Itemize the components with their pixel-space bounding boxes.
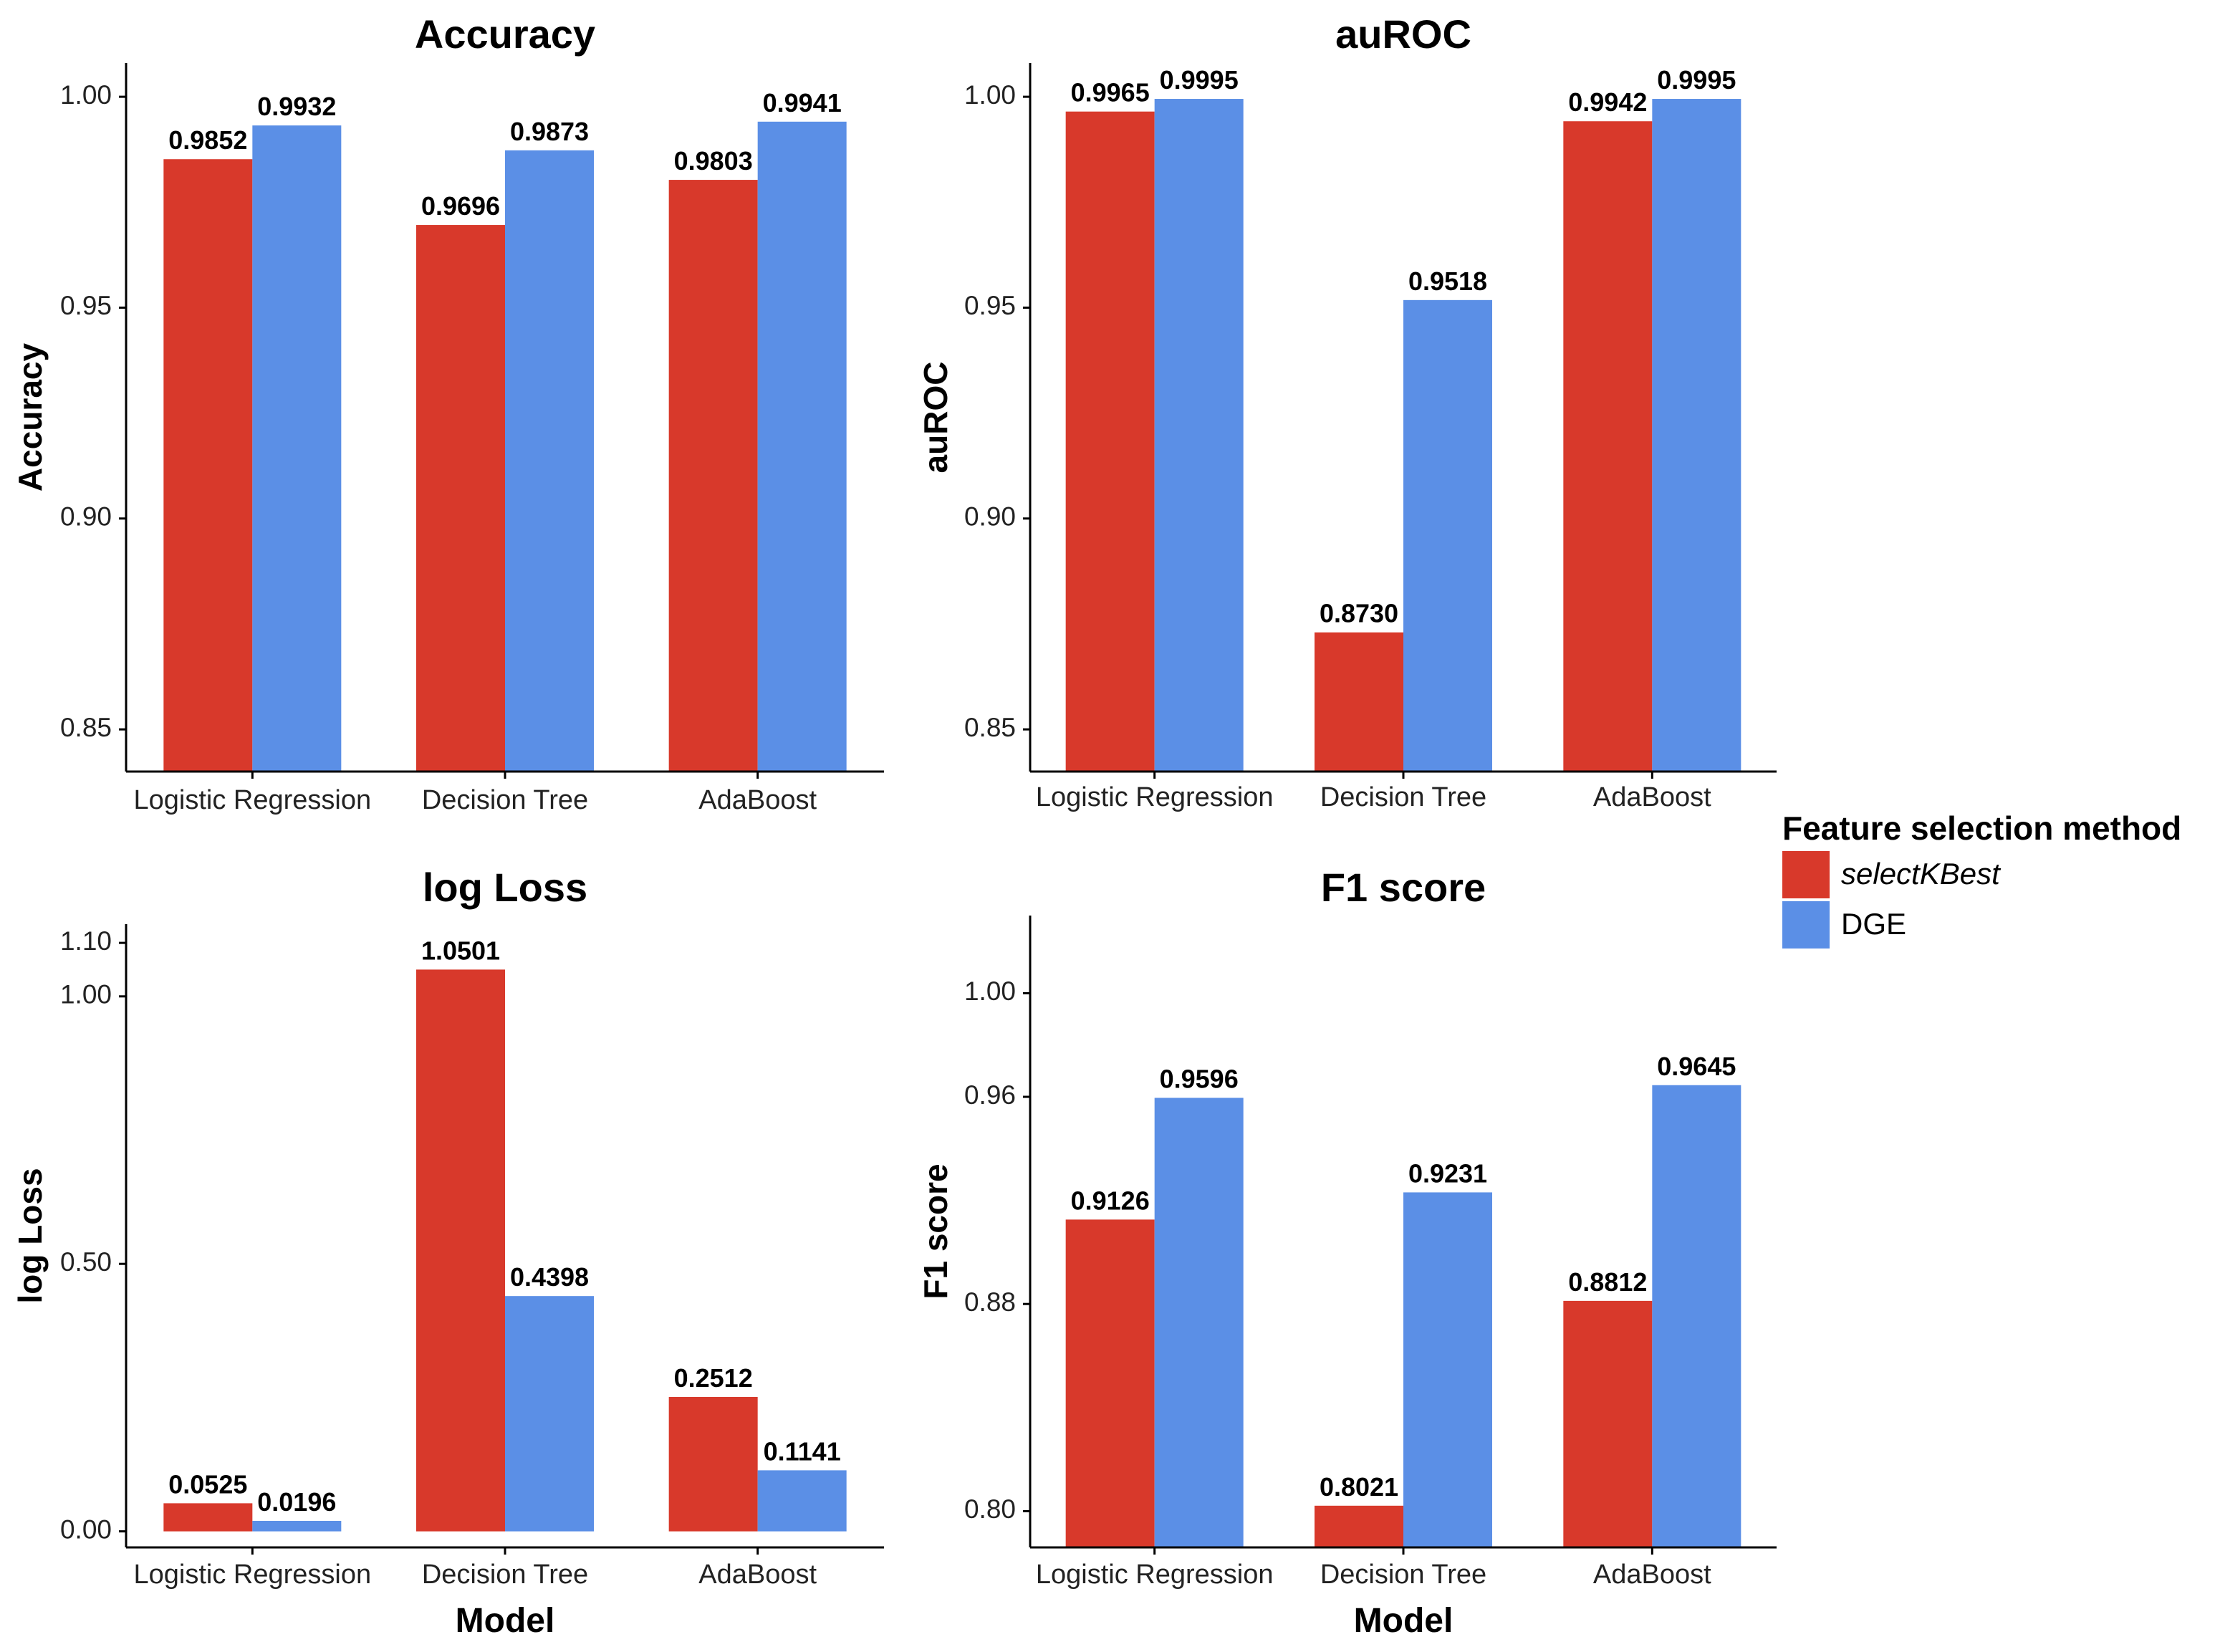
bar-dge-adaboost [1652,1085,1741,1547]
data-label: 0.9965 [1071,78,1150,107]
data-label: 0.8021 [1320,1472,1398,1502]
data-label: 0.0525 [168,1469,247,1499]
data-label: 0.9873 [510,117,589,146]
y-axis-label: log Loss [11,1168,49,1303]
bar-dge-logistic-regression [252,125,342,772]
panel-title: Accuracy [415,11,595,57]
data-label: 0.9231 [1408,1158,1487,1188]
x-tick-label: Logistic Regression [1036,1560,1274,1590]
bar-dge-decision-tree [505,150,594,772]
data-label: 0.9852 [168,125,247,155]
data-label: 0.4398 [510,1262,589,1292]
bar-dge-logistic-regression [252,1520,342,1532]
bar-dge-decision-tree [505,1296,594,1532]
panel-title: auROC [1335,11,1471,57]
bar-dge-decision-tree [1403,1192,1492,1547]
bar-dge-decision-tree [1403,299,1492,772]
y-tick-label: 0.88 [964,1287,1016,1317]
bar-selectkbest-adaboost [668,180,758,772]
bar-dge-logistic-regression [1154,99,1244,772]
y-tick-label: 0.85 [964,713,1016,742]
legend-swatch-selectkbest [1782,851,1830,898]
y-tick-label: 0.90 [964,502,1016,532]
x-tick-label: Decision Tree [422,785,588,815]
y-tick-label: 0.96 [964,1080,1016,1110]
data-label: 0.9941 [763,88,842,117]
y-tick-label: 1.10 [60,926,112,956]
x-tick-label: Decision Tree [1320,1560,1486,1590]
y-axis-label: auROC [917,362,954,474]
x-tick-label: Logistic Regression [134,1560,372,1590]
bar-selectkbest-logistic-regression [163,159,253,772]
data-label: 0.8812 [1568,1267,1647,1297]
bar-selectkbest-decision-tree [1315,1505,1403,1547]
data-label: 0.9518 [1408,266,1487,296]
legend-label-dge: DGE [1841,907,1906,941]
bar-selectkbest-logistic-regression [1065,1219,1155,1547]
y-tick-label: 1.00 [964,80,1016,110]
data-label: 0.9126 [1071,1186,1150,1215]
bar-selectkbest-logistic-regression [1065,111,1155,772]
bar-selectkbest-decision-tree [416,969,505,1532]
bar-dge-adaboost [1652,99,1741,772]
data-label: 0.9995 [1657,65,1736,95]
panel-log-loss: log Loss log Loss Model 0.0525 0.0196 Logisti… [11,865,884,1640]
data-label: 0.0196 [257,1487,336,1517]
y-tick-label: 1.00 [964,976,1016,1006]
x-tick-label: Decision Tree [1320,782,1486,812]
data-label: 0.1141 [764,1436,841,1466]
data-label: 0.9995 [1160,65,1239,95]
data-label: 1.0501 [421,936,500,965]
data-label: 0.9932 [257,92,336,121]
panel-auroc: auROC auROC 0.9965 0.9995 Logistic Regressio… [917,11,1777,812]
x-tick-label: AdaBoost [698,1560,817,1590]
bar-dge-adaboost [757,1470,847,1532]
x-axis-label: Model [456,1602,555,1640]
panel-accuracy: Accuracy Accuracy 0.9852 0.9932 Logistic Reg… [11,11,884,815]
bar-selectkbest-adaboost [668,1397,758,1532]
y-tick-label: 0.00 [60,1514,112,1544]
x-tick-label: AdaBoost [698,785,817,815]
legend-title: Feature selection method [1782,810,2181,847]
legend-swatch-dge [1782,901,1830,949]
y-tick-label: 1.00 [60,980,112,1009]
legend-label-selectkbest: selectKBest [1841,857,2002,890]
data-label: 0.9803 [674,146,753,176]
bar-selectkbest-adaboost [1563,1300,1653,1547]
legend: Feature selection method selectKBest DGE [1782,810,2181,949]
bar-selectkbest-decision-tree [416,225,505,772]
bar-selectkbest-logistic-regression [163,1503,253,1532]
panel-f1-score: F1 score F1 score Model 0.9126 0.9596 Logisti… [917,865,1777,1640]
y-tick-label: 0.50 [60,1247,112,1277]
y-axis-label: F1 score [917,1163,954,1299]
y-axis-label: Accuracy [11,343,49,492]
x-tick-label: Logistic Regression [134,785,372,815]
data-label: 0.8730 [1320,599,1398,628]
y-tick-label: 0.95 [60,291,112,320]
bar-dge-adaboost [757,121,847,772]
x-tick-label: Logistic Regression [1036,782,1274,812]
data-label: 0.2512 [674,1363,753,1393]
x-tick-label: AdaBoost [1593,1560,1711,1590]
y-tick-label: 0.85 [60,713,112,742]
x-axis-label: Model [1354,1602,1454,1640]
y-tick-label: 0.80 [964,1494,1016,1524]
data-label: 0.9942 [1568,87,1647,117]
y-tick-label: 0.95 [964,291,1016,320]
y-tick-label: 0.90 [60,502,112,532]
panel-title: log Loss [423,865,587,910]
data-label: 0.9696 [421,191,500,221]
panel-title: F1 score [1321,865,1486,910]
y-tick-label: 1.00 [60,80,112,110]
bar-selectkbest-adaboost [1563,121,1653,772]
x-tick-label: Decision Tree [422,1560,588,1590]
data-label: 0.9645 [1657,1052,1736,1081]
bar-selectkbest-decision-tree [1315,632,1403,772]
data-label: 0.9596 [1160,1064,1239,1093]
bar-dge-logistic-regression [1154,1098,1244,1547]
x-tick-label: AdaBoost [1593,782,1711,812]
